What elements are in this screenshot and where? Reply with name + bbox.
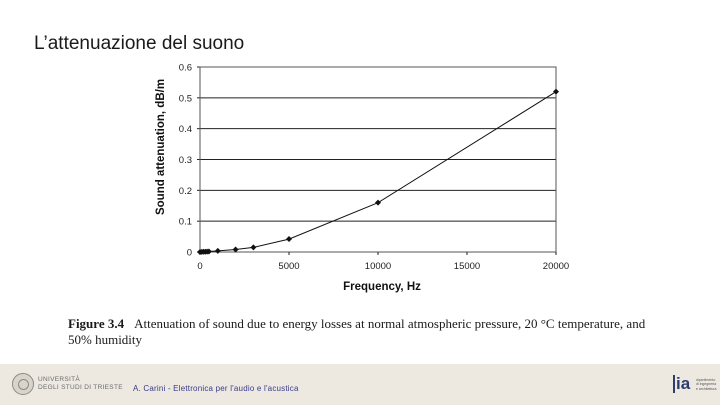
y-axis-label: Sound attenuation, dB/m bbox=[155, 79, 167, 215]
grid-lines bbox=[200, 66, 556, 222]
y-tick-label: 0.4 bbox=[179, 124, 192, 135]
y-tick-label: 0.6 bbox=[179, 63, 192, 74]
data-point bbox=[214, 247, 221, 254]
data-point bbox=[375, 199, 381, 206]
department-mark: ia bbox=[672, 374, 691, 393]
attenuation-chart: 0 5000 10000 15000 20000 0 0.1 0.2 0.3 0.4 0.5 0.6… bbox=[155, 63, 569, 294]
department-name: dipartimento di ingegneria e architettur… bbox=[696, 378, 717, 391]
x-tick-label: 0 bbox=[197, 261, 202, 272]
x-tick-label: 15000 bbox=[454, 261, 480, 272]
university-seal-icon bbox=[12, 373, 34, 395]
x-tick-label: 20000 bbox=[543, 261, 569, 272]
slide-title: L’attenuazione del suono bbox=[34, 33, 245, 54]
y-tick-label: 0 bbox=[187, 248, 192, 259]
footer-author: A. Carini - Elettronica per l'audio e l'… bbox=[133, 384, 299, 393]
series-markers bbox=[197, 88, 559, 255]
y-tick-labels: 0 0.1 0.2 0.3 0.4 0.5 0.6 bbox=[179, 63, 192, 259]
data-point bbox=[205, 248, 212, 255]
x-tick-labels: 0 5000 10000 15000 20000 bbox=[197, 261, 569, 272]
x-axis-label: Frequency, Hz bbox=[343, 281, 421, 293]
x-tick-label: 5000 bbox=[278, 261, 299, 272]
x-tick-label: 10000 bbox=[365, 261, 391, 272]
y-tick-label: 0.2 bbox=[179, 186, 192, 197]
data-point bbox=[286, 236, 292, 243]
university-name: UNIVERSITÀ DEGLI STUDI DI TRIESTE bbox=[38, 376, 123, 391]
y-tick-label: 0.5 bbox=[179, 93, 192, 104]
data-point bbox=[553, 88, 559, 95]
figure-label: Figure 3.4 bbox=[68, 316, 125, 331]
university-logo: UNIVERSITÀ DEGLI STUDI DI TRIESTE bbox=[12, 372, 132, 398]
figure-caption-text: Attenuation of sound due to energy losse… bbox=[68, 316, 646, 347]
series-line bbox=[200, 91, 557, 253]
series-line-path bbox=[200, 91, 557, 253]
y-tick-label: 0.3 bbox=[179, 155, 192, 166]
department-logo: ia dipartimento di ingegneria e architet… bbox=[672, 372, 717, 402]
data-point bbox=[232, 246, 239, 253]
footer-bar: UNIVERSITÀ DEGLI STUDI DI TRIESTE bbox=[0, 364, 720, 405]
figure-caption: Figure 3.4 Attenuation of sound due to en… bbox=[68, 316, 668, 348]
data-point bbox=[250, 244, 257, 251]
axes bbox=[197, 66, 557, 255]
y-tick-label: 0.1 bbox=[179, 217, 192, 228]
